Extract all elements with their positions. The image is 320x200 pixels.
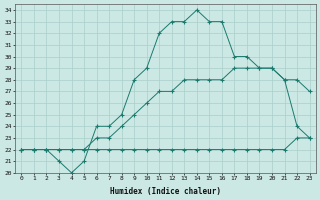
- X-axis label: Humidex (Indice chaleur): Humidex (Indice chaleur): [110, 187, 221, 196]
